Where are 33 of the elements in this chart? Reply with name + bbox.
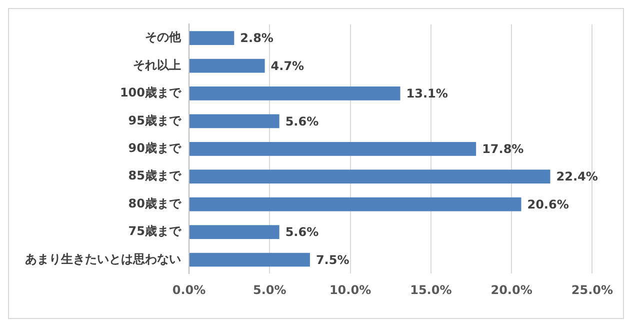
x-tick-label: 5.0% — [252, 282, 286, 297]
x-tick-label: 0.0% — [172, 282, 206, 297]
y-tick-label: 100歳まで — [120, 86, 182, 100]
x-tick-label: 15.0% — [410, 282, 452, 297]
data-label: 13.1% — [406, 86, 448, 101]
bar — [190, 142, 476, 156]
bar — [190, 58, 265, 73]
data-label: 2.8% — [240, 31, 274, 46]
data-label: 5.6% — [285, 225, 319, 240]
x-tick-label: 10.0% — [329, 282, 372, 297]
data-label: 17.8% — [482, 142, 524, 156]
y-tick-label: 85歳まで — [128, 168, 182, 183]
bar — [190, 252, 310, 267]
bar — [190, 225, 280, 239]
bar — [190, 114, 280, 128]
y-tick-label: 80歳まで — [128, 196, 182, 210]
data-label: 7.5% — [316, 252, 350, 267]
y-tick-label: それ以上 — [133, 58, 181, 72]
data-label: 22.4% — [556, 170, 598, 184]
bar — [190, 197, 522, 212]
y-tick-label: 90歳まで — [128, 141, 182, 156]
bar — [190, 86, 400, 100]
bar — [190, 31, 234, 45]
bar — [190, 170, 550, 184]
data-label: 4.7% — [270, 58, 304, 73]
y-tick-label: 95歳まで — [128, 113, 182, 128]
y-tick-label: あまり生きたいとは思わない — [25, 252, 181, 266]
y-tick-label: 75歳まで — [128, 224, 182, 238]
y-tick-label: その他 — [145, 30, 182, 44]
x-tick-label: 20.0% — [490, 282, 532, 297]
data-label: 20.6% — [527, 197, 569, 212]
data-label: 5.6% — [285, 114, 319, 128]
x-tick-label: 25.0% — [571, 282, 614, 297]
